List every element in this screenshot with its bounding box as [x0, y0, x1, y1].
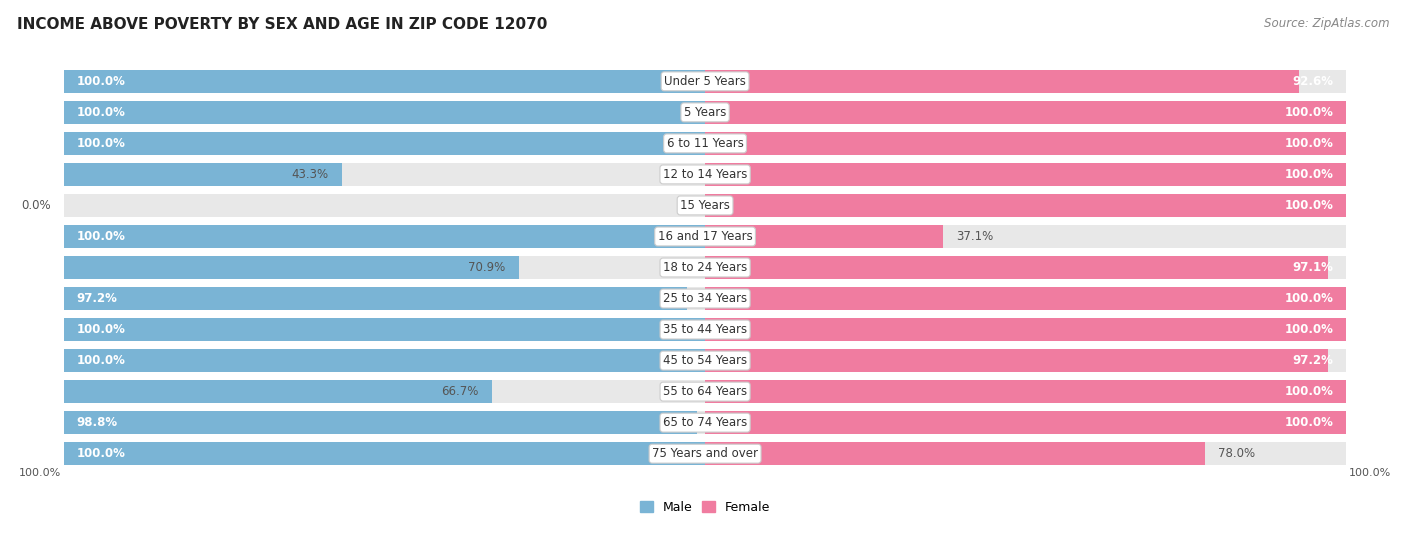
- Text: 65 to 74 Years: 65 to 74 Years: [664, 416, 747, 429]
- Bar: [704, 381, 1346, 403]
- Text: 97.2%: 97.2%: [1292, 354, 1333, 367]
- Bar: [65, 411, 697, 434]
- Bar: [65, 101, 704, 123]
- Bar: [65, 256, 519, 278]
- Text: 100.0%: 100.0%: [77, 323, 125, 336]
- Bar: [704, 194, 1346, 217]
- Text: INCOME ABOVE POVERTY BY SEX AND AGE IN ZIP CODE 12070: INCOME ABOVE POVERTY BY SEX AND AGE IN Z…: [17, 17, 547, 32]
- Text: 100.0%: 100.0%: [1285, 199, 1333, 212]
- Bar: [65, 194, 1346, 217]
- Bar: [65, 319, 1346, 341]
- Bar: [704, 132, 1346, 155]
- Bar: [65, 287, 688, 310]
- Text: 100.0%: 100.0%: [1285, 137, 1333, 150]
- Text: 98.8%: 98.8%: [77, 416, 118, 429]
- Text: 6 to 11 Years: 6 to 11 Years: [666, 137, 744, 150]
- Bar: [65, 163, 1346, 186]
- Bar: [65, 411, 1346, 434]
- Text: 100.0%: 100.0%: [77, 354, 125, 367]
- Text: 100.0%: 100.0%: [77, 75, 125, 88]
- Bar: [65, 225, 1346, 248]
- Text: 100.0%: 100.0%: [1285, 385, 1333, 398]
- Text: 100.0%: 100.0%: [1285, 168, 1333, 181]
- Bar: [65, 101, 1346, 123]
- Text: 100.0%: 100.0%: [1285, 323, 1333, 336]
- Text: 5 Years: 5 Years: [683, 106, 727, 119]
- Bar: [65, 132, 1346, 155]
- Text: 25 to 34 Years: 25 to 34 Years: [664, 292, 747, 305]
- Text: 100.0%: 100.0%: [1285, 106, 1333, 119]
- Bar: [704, 411, 1346, 434]
- Text: 0.0%: 0.0%: [21, 199, 51, 212]
- Bar: [65, 70, 704, 93]
- Text: 100.0%: 100.0%: [77, 137, 125, 150]
- Text: 43.3%: 43.3%: [291, 168, 329, 181]
- Text: 92.6%: 92.6%: [1292, 75, 1333, 88]
- Bar: [65, 287, 1346, 310]
- Text: 97.2%: 97.2%: [77, 292, 118, 305]
- Text: 70.9%: 70.9%: [468, 261, 506, 274]
- Bar: [65, 381, 492, 403]
- Text: 16 and 17 Years: 16 and 17 Years: [658, 230, 752, 243]
- Text: 100.0%: 100.0%: [20, 468, 62, 478]
- Bar: [65, 442, 704, 465]
- Text: 37.1%: 37.1%: [956, 230, 993, 243]
- Text: 100.0%: 100.0%: [1285, 416, 1333, 429]
- Text: 45 to 54 Years: 45 to 54 Years: [664, 354, 747, 367]
- Bar: [65, 349, 1346, 372]
- Text: 100.0%: 100.0%: [77, 447, 125, 460]
- Bar: [65, 349, 704, 372]
- Bar: [65, 256, 1346, 278]
- Text: 55 to 64 Years: 55 to 64 Years: [664, 385, 747, 398]
- Text: 18 to 24 Years: 18 to 24 Years: [664, 261, 747, 274]
- Text: 100.0%: 100.0%: [77, 230, 125, 243]
- Bar: [704, 442, 1205, 465]
- Text: 15 Years: 15 Years: [681, 199, 730, 212]
- Text: 66.7%: 66.7%: [441, 385, 479, 398]
- Bar: [65, 442, 1346, 465]
- Text: 97.1%: 97.1%: [1292, 261, 1333, 274]
- Text: 78.0%: 78.0%: [1218, 447, 1256, 460]
- Legend: Male, Female: Male, Female: [636, 496, 775, 519]
- Bar: [704, 349, 1329, 372]
- Bar: [704, 101, 1346, 123]
- Bar: [704, 163, 1346, 186]
- Bar: [65, 70, 1346, 93]
- Bar: [704, 256, 1327, 278]
- Bar: [65, 319, 704, 341]
- Bar: [65, 225, 704, 248]
- Bar: [704, 70, 1299, 93]
- Bar: [704, 287, 1346, 310]
- Text: 12 to 14 Years: 12 to 14 Years: [662, 168, 747, 181]
- Text: Under 5 Years: Under 5 Years: [664, 75, 747, 88]
- Text: 100.0%: 100.0%: [1348, 468, 1391, 478]
- Text: 35 to 44 Years: 35 to 44 Years: [664, 323, 747, 336]
- Text: 75 Years and over: 75 Years and over: [652, 447, 758, 460]
- Text: Source: ZipAtlas.com: Source: ZipAtlas.com: [1264, 17, 1389, 30]
- Bar: [65, 163, 342, 186]
- Bar: [704, 319, 1346, 341]
- Bar: [704, 225, 943, 248]
- Bar: [65, 132, 704, 155]
- Bar: [65, 381, 1346, 403]
- Text: 100.0%: 100.0%: [77, 106, 125, 119]
- Text: 100.0%: 100.0%: [1285, 292, 1333, 305]
